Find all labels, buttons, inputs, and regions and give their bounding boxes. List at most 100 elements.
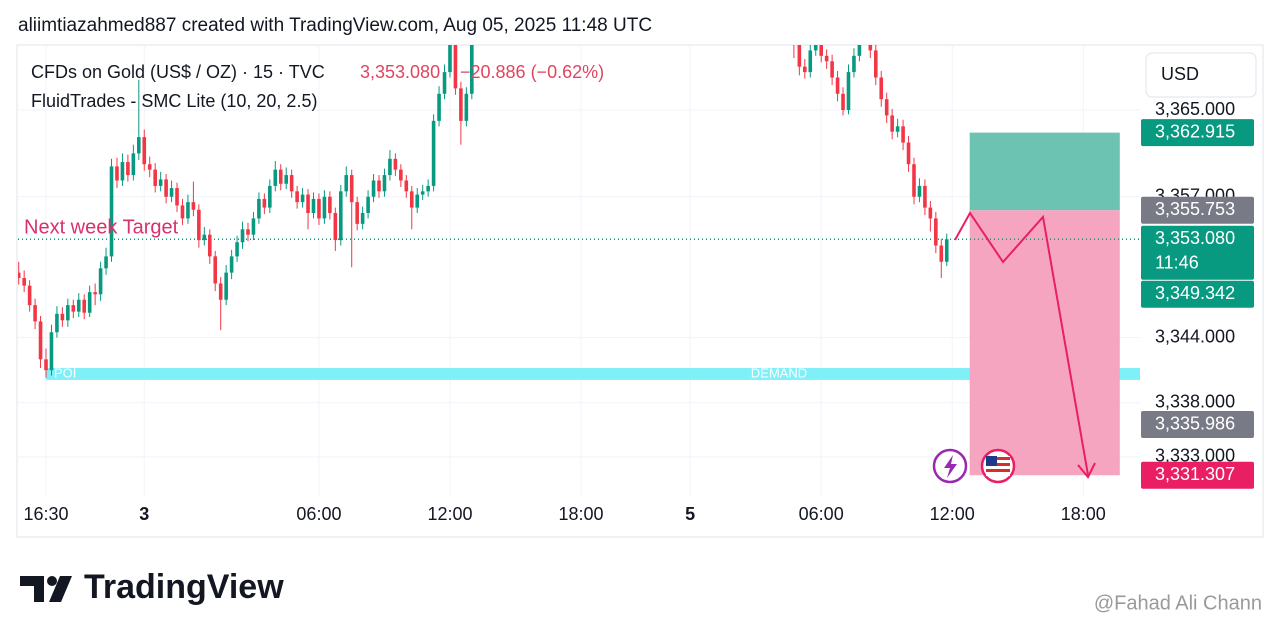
candle-body xyxy=(895,126,900,132)
candle-body xyxy=(939,245,944,262)
candle-body xyxy=(137,137,141,154)
candle-body xyxy=(262,198,267,208)
candle-body xyxy=(431,120,436,186)
candle-body xyxy=(328,196,332,214)
candle-body xyxy=(55,313,59,333)
zone-label: POI xyxy=(54,365,76,380)
candle-body xyxy=(923,185,927,208)
price-badge-label: 3,355.753 xyxy=(1155,199,1235,219)
grid xyxy=(18,45,1140,497)
currency-label: USD xyxy=(1161,64,1199,84)
candle-body xyxy=(202,234,207,241)
candle-body xyxy=(857,45,862,56)
candle-body xyxy=(437,93,441,121)
candle-body xyxy=(344,175,349,192)
candle-body xyxy=(863,34,867,39)
candle-body xyxy=(197,209,201,241)
candle-body xyxy=(841,93,845,111)
candle-body xyxy=(420,191,425,195)
price-badge-label: 3,362.915 xyxy=(1155,121,1235,141)
legend-indicator: FluidTrades - SMC Lite (10, 20, 2.5) xyxy=(31,91,317,111)
demand-zone xyxy=(46,368,1140,380)
candle-body xyxy=(382,175,387,192)
price-badge-label: 3,349.342 xyxy=(1155,283,1235,303)
candle-body xyxy=(360,213,365,224)
plot-area: POI DEMAND xyxy=(18,29,1140,476)
candle-body xyxy=(115,166,119,181)
candle-body xyxy=(852,55,856,73)
annotation: Next week Target xyxy=(24,216,179,238)
candle-body xyxy=(846,72,851,111)
candle-body xyxy=(377,180,381,192)
y-tick-label: 3,365.000 xyxy=(1155,99,1235,119)
x-tick-label: 12:00 xyxy=(930,504,975,524)
candle-body xyxy=(901,126,905,143)
watermark: @Fahad Ali Chann xyxy=(1094,592,1262,614)
candle-body xyxy=(470,45,474,94)
candle-body xyxy=(409,191,414,208)
candle-body xyxy=(404,180,409,192)
candle-body xyxy=(278,169,283,184)
candle-body xyxy=(333,213,338,241)
candle-body xyxy=(207,234,212,257)
y-tick-label: 3,344.000 xyxy=(1155,326,1235,346)
header: aliimtiazahmed887 created with TradingVi… xyxy=(18,15,652,36)
candle-body xyxy=(131,153,136,176)
price-badge-sublabel: 11:46 xyxy=(1155,252,1199,272)
price-badge-label: 3,335.986 xyxy=(1155,413,1235,433)
overlay xyxy=(932,211,1096,484)
candle-body xyxy=(98,268,103,295)
candle-body xyxy=(366,196,370,214)
candle-body xyxy=(246,229,250,235)
legend-change: −20.886 (−0.62%) xyxy=(460,62,604,82)
candle-body xyxy=(808,50,813,73)
candle-body xyxy=(268,185,272,208)
candle-body xyxy=(147,164,152,170)
price-badge xyxy=(1141,196,1254,224)
chart-frame xyxy=(16,44,1264,538)
x-tick-label: 12:00 xyxy=(427,504,472,524)
price-axis: 3,365.0003,357.0003,344.0003,338.0003,33… xyxy=(1141,99,1254,489)
legend-symbol: CFDs on Gold (US$ / OZ) · 15 · TVC xyxy=(31,62,325,82)
candle-body xyxy=(180,205,185,219)
candle-body xyxy=(126,162,130,176)
candle-body xyxy=(415,194,420,208)
candle-body xyxy=(142,137,147,165)
price-badge xyxy=(1141,411,1254,439)
candle-body xyxy=(393,158,398,170)
candle-body xyxy=(300,194,305,203)
candle-body xyxy=(104,256,108,269)
candle-body xyxy=(240,229,245,243)
candle-body xyxy=(76,299,81,312)
candle-body xyxy=(60,313,65,321)
candle-body xyxy=(22,278,26,286)
candle-body xyxy=(322,196,327,219)
candle-body xyxy=(868,45,873,51)
candle-body xyxy=(186,202,190,219)
candle-body xyxy=(819,45,823,56)
x-tick-label: 18:00 xyxy=(558,504,603,524)
logo xyxy=(20,576,72,602)
x-tick-label: 16:30 xyxy=(23,504,68,524)
candle-body xyxy=(191,202,196,210)
price-badge xyxy=(1141,280,1254,308)
candle-body xyxy=(912,164,916,197)
price-badge xyxy=(1141,119,1254,147)
candle-body xyxy=(18,272,21,279)
candle-body xyxy=(453,45,458,89)
arrow-head xyxy=(1077,462,1096,479)
candle-body xyxy=(813,45,818,51)
candle-body xyxy=(257,198,261,219)
legend-price: 3,353.080 xyxy=(360,62,440,82)
candle-body xyxy=(792,29,796,45)
currency-button[interactable] xyxy=(1145,52,1257,98)
x-tick-label: 06:00 xyxy=(296,504,341,524)
candle-body xyxy=(830,61,834,78)
candle-body xyxy=(44,359,48,371)
candle-body xyxy=(442,72,447,94)
position-loss xyxy=(969,210,1120,476)
candle-body xyxy=(218,283,223,300)
y-tick-label: 3,338.000 xyxy=(1155,391,1235,411)
candle-body xyxy=(388,158,392,176)
candle-body xyxy=(38,321,43,360)
